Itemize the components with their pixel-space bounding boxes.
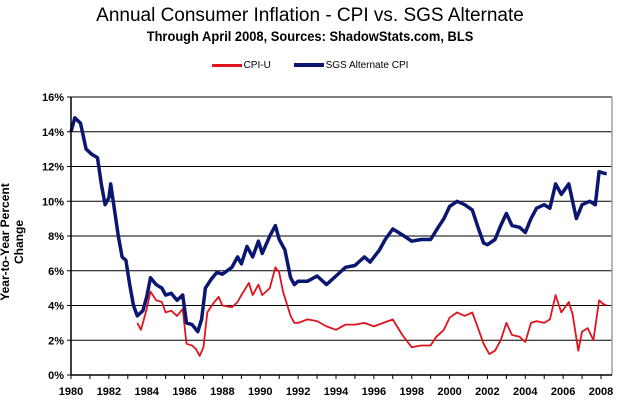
legend-label-sgs: SGS Alternate CPI bbox=[325, 59, 409, 71]
x-tick-label: 1994 bbox=[324, 386, 349, 398]
legend-item-sgs: SGS Alternate CPI bbox=[293, 59, 409, 71]
legend: CPI-U SGS Alternate CPI bbox=[0, 59, 620, 71]
x-tick-label: 1988 bbox=[210, 386, 234, 398]
chart-subtitle: Through April 2008, Sources: ShadowStats… bbox=[146, 28, 474, 44]
y-tick-label: 4% bbox=[48, 301, 64, 313]
y-tick-label: 8% bbox=[48, 231, 64, 243]
y-tick-label: 2% bbox=[48, 335, 64, 347]
x-tick-label: 2002 bbox=[475, 386, 499, 398]
x-tick-label: 1982 bbox=[97, 386, 121, 398]
y-tick-label: 6% bbox=[48, 266, 64, 278]
y-tick-label: 14% bbox=[42, 127, 64, 139]
x-tick-label: 1986 bbox=[172, 386, 196, 398]
series-line-sgs-alternate-cpi bbox=[69, 116, 607, 334]
y-tick-label: 16% bbox=[42, 92, 64, 104]
x-tick-label: 1990 bbox=[248, 386, 272, 398]
x-tick-label: 2000 bbox=[437, 386, 461, 398]
x-tick-label: 2006 bbox=[551, 386, 575, 398]
y-tick-label: 0% bbox=[48, 370, 64, 382]
x-tick-label: 1992 bbox=[286, 386, 310, 398]
legend-swatch-cpi-u bbox=[211, 64, 242, 67]
series-line-cpi-u bbox=[136, 266, 608, 357]
legend-item-cpi-u: CPI-U bbox=[211, 60, 271, 71]
x-tick-label: 1996 bbox=[362, 386, 386, 398]
legend-label-cpi-u: CPI-U bbox=[243, 60, 271, 71]
x-tick-label: 2008 bbox=[589, 386, 613, 398]
x-tick-label: 1980 bbox=[59, 386, 83, 398]
x-tick-label: 2004 bbox=[513, 386, 538, 398]
legend-swatch-sgs bbox=[293, 63, 324, 67]
chart-title: Annual Consumer Inflation - CPI vs. SGS … bbox=[96, 5, 524, 26]
x-tick-label: 1998 bbox=[399, 386, 423, 398]
y-tick-label: 10% bbox=[42, 196, 64, 208]
x-tick-label: 1984 bbox=[134, 386, 159, 398]
y-tick-label: 12% bbox=[42, 162, 64, 174]
